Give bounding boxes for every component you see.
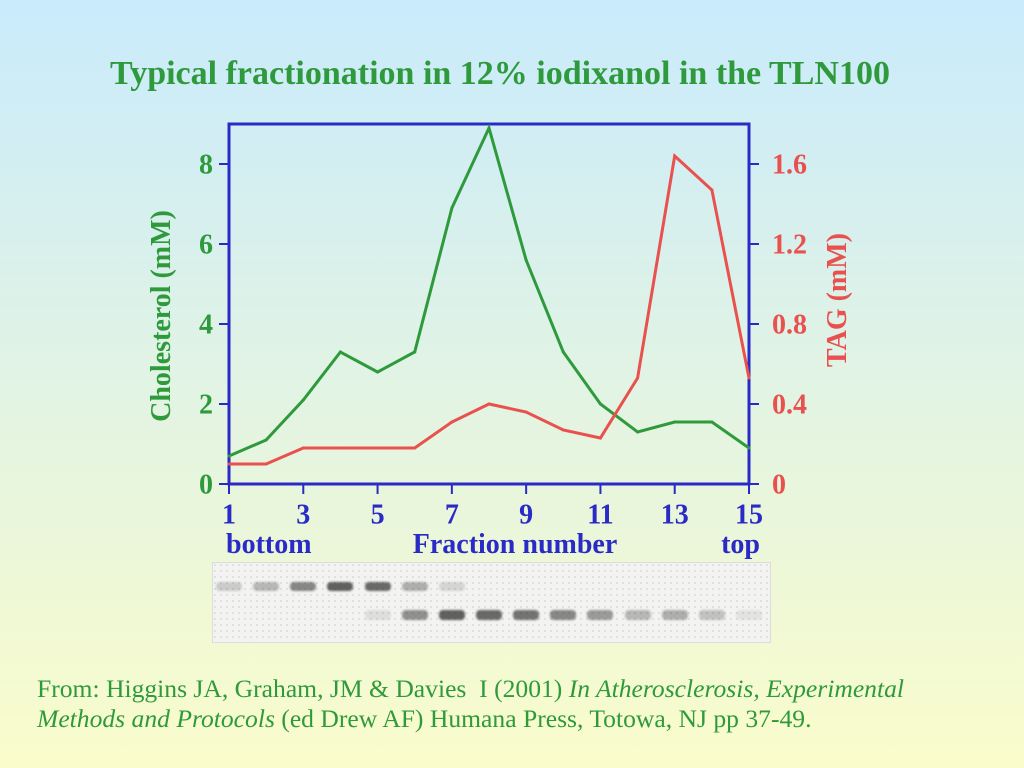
citation-book-title: In Atherosclerosis, Experimental Methods… — [37, 674, 911, 733]
y-left-tick-label: 4 — [199, 310, 213, 341]
cholesterol-point — [747, 446, 751, 450]
gel-band-lower — [624, 610, 651, 620]
tag-line — [229, 153, 751, 466]
cholesterol-point — [524, 258, 528, 262]
tag-point — [450, 420, 454, 424]
series-lines — [227, 123, 751, 466]
plot-frame — [227, 122, 751, 486]
y-left-tick-label: 2 — [199, 390, 213, 421]
x-tick-label: 9 — [519, 500, 533, 531]
cholesterol-point — [376, 370, 380, 374]
tag-point — [264, 462, 268, 466]
tag-point — [301, 446, 305, 450]
tag-point — [413, 446, 417, 450]
x-tick-label: 5 — [371, 500, 385, 531]
x-axis-end-label: top — [721, 529, 760, 560]
gel-band-lower — [513, 610, 540, 620]
tag-point — [338, 446, 342, 450]
gel-band-lower — [698, 610, 725, 620]
tag-point — [673, 154, 677, 158]
cholesterol-point — [673, 420, 677, 424]
citation: From: Higgins JA, Graham, JM & Davies I … — [37, 674, 967, 734]
x-tick-label: 1 — [222, 500, 236, 531]
y-left-tick-label: 0 — [199, 470, 213, 501]
gel-band-lower — [550, 610, 577, 620]
tag-point — [524, 410, 528, 414]
y-right-tick-label: 1.6 — [772, 150, 807, 181]
y-left-tick-label: 8 — [199, 150, 213, 181]
gel-band-lower — [661, 610, 688, 620]
gel-band-upper — [327, 582, 354, 591]
cholesterol-point — [450, 206, 454, 210]
tag-point — [636, 376, 640, 380]
x-axis-start-label: bottom — [226, 529, 312, 560]
tag-point — [747, 376, 751, 380]
cholesterol-point — [264, 438, 268, 442]
tag-point — [487, 402, 491, 406]
x-tick-label: 7 — [445, 500, 459, 531]
cholesterol-point — [636, 430, 640, 434]
x-tick-label: 3 — [296, 500, 310, 531]
cholesterol-point — [561, 350, 565, 354]
x-tick-label: 15 — [735, 500, 763, 531]
gel-band-upper — [364, 582, 391, 591]
y-right-tick-label: 0 — [772, 470, 786, 501]
tag-point — [561, 428, 565, 432]
gel-image — [212, 562, 771, 643]
gel-band-upper — [253, 582, 280, 591]
tag-point — [710, 188, 714, 192]
cholesterol-point — [301, 398, 305, 402]
x-axis-title: Fraction number — [413, 529, 618, 560]
cholesterol-point — [338, 350, 342, 354]
chart-title: Typical fractionation in 12% iodixanol i… — [110, 55, 890, 92]
tag-point — [227, 462, 231, 466]
gel-band-lower — [476, 610, 502, 620]
y-axis-left-title: Cholesterol (mM) — [146, 210, 177, 422]
gel-band-lower — [401, 610, 428, 620]
citation-prefix: From: Higgins JA, Graham, JM & Davies I … — [37, 674, 569, 703]
y-right-tick-label: 0.4 — [772, 390, 807, 421]
citation-suffix: (ed Drew AF) Humana Press, Totowa, NJ pp… — [274, 704, 812, 733]
tag-point — [598, 436, 602, 440]
gel-band-upper — [438, 582, 465, 591]
gel-band-lower — [438, 610, 465, 620]
cholesterol-point — [710, 420, 714, 424]
y-left-tick-label: 6 — [199, 230, 213, 261]
x-tick-label: 13 — [661, 500, 689, 531]
gel-band-lower — [736, 610, 762, 620]
cholesterol-point — [227, 454, 231, 458]
gel-band-lower — [587, 610, 614, 620]
gel-band-upper — [290, 582, 317, 591]
y-axis-right-title: TAG (mM) — [822, 233, 853, 367]
y-right-tick-label: 0.8 — [772, 310, 807, 341]
gel-band-upper — [401, 582, 428, 591]
gel-band-upper — [216, 582, 242, 591]
cholesterol-point — [487, 126, 491, 130]
gel-band-lower — [364, 610, 391, 620]
cholesterol-point — [598, 402, 602, 406]
x-tick-label: 11 — [587, 500, 613, 531]
tag-point — [376, 446, 380, 450]
y-right-tick-label: 1.2 — [772, 230, 807, 261]
cholesterol-point — [413, 350, 417, 354]
